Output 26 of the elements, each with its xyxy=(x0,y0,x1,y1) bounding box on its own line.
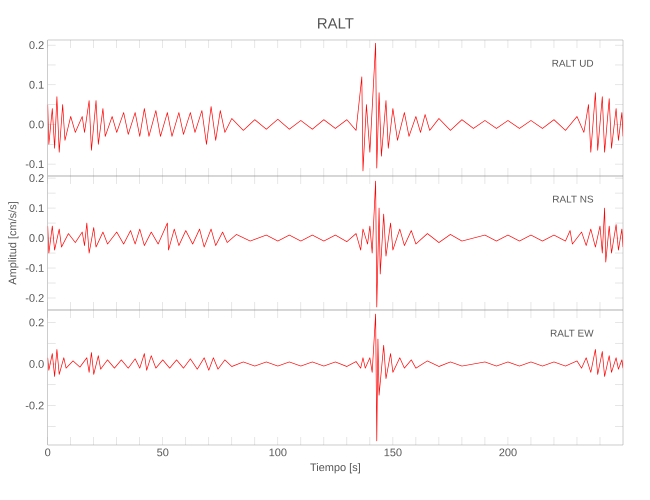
x-tick-label: 100 xyxy=(270,448,287,456)
x-tick-label: 0 xyxy=(45,448,50,456)
y-tick-label: -0.2 xyxy=(26,402,44,410)
y-tick-label: 0.2 xyxy=(29,174,44,182)
line-series xyxy=(48,180,624,308)
y-tick-label: 0.2 xyxy=(29,41,44,50)
x-tick-label: 50 xyxy=(157,448,168,456)
y-tick-label: 0.2 xyxy=(29,318,44,326)
y-tick-label: -0.1 xyxy=(26,264,44,272)
chart-title: RALT xyxy=(318,18,354,28)
x-tick-label: 200 xyxy=(499,448,517,456)
line-series xyxy=(48,314,624,442)
y-tick-label: -0.1 xyxy=(26,160,44,168)
y-axis-title: Amplitud [cm/s/s] xyxy=(8,202,18,285)
annotation: RALT EW xyxy=(550,330,594,337)
annotation: RALT UD xyxy=(552,60,594,67)
x-tick-label: 150 xyxy=(384,448,402,456)
y-tick-label: 0.1 xyxy=(29,80,44,89)
x-axis-title: Tiempo [s] xyxy=(310,463,360,474)
y-tick-label: 0.0 xyxy=(29,360,44,368)
annotation: RALT NS xyxy=(553,196,594,203)
y-tick-label: 0.1 xyxy=(29,204,44,212)
line-series xyxy=(48,42,624,172)
y-tick-label: -0.2 xyxy=(26,294,44,302)
y-tick-label: 0.0 xyxy=(29,120,44,128)
y-tick-label: 0.0 xyxy=(29,234,44,242)
